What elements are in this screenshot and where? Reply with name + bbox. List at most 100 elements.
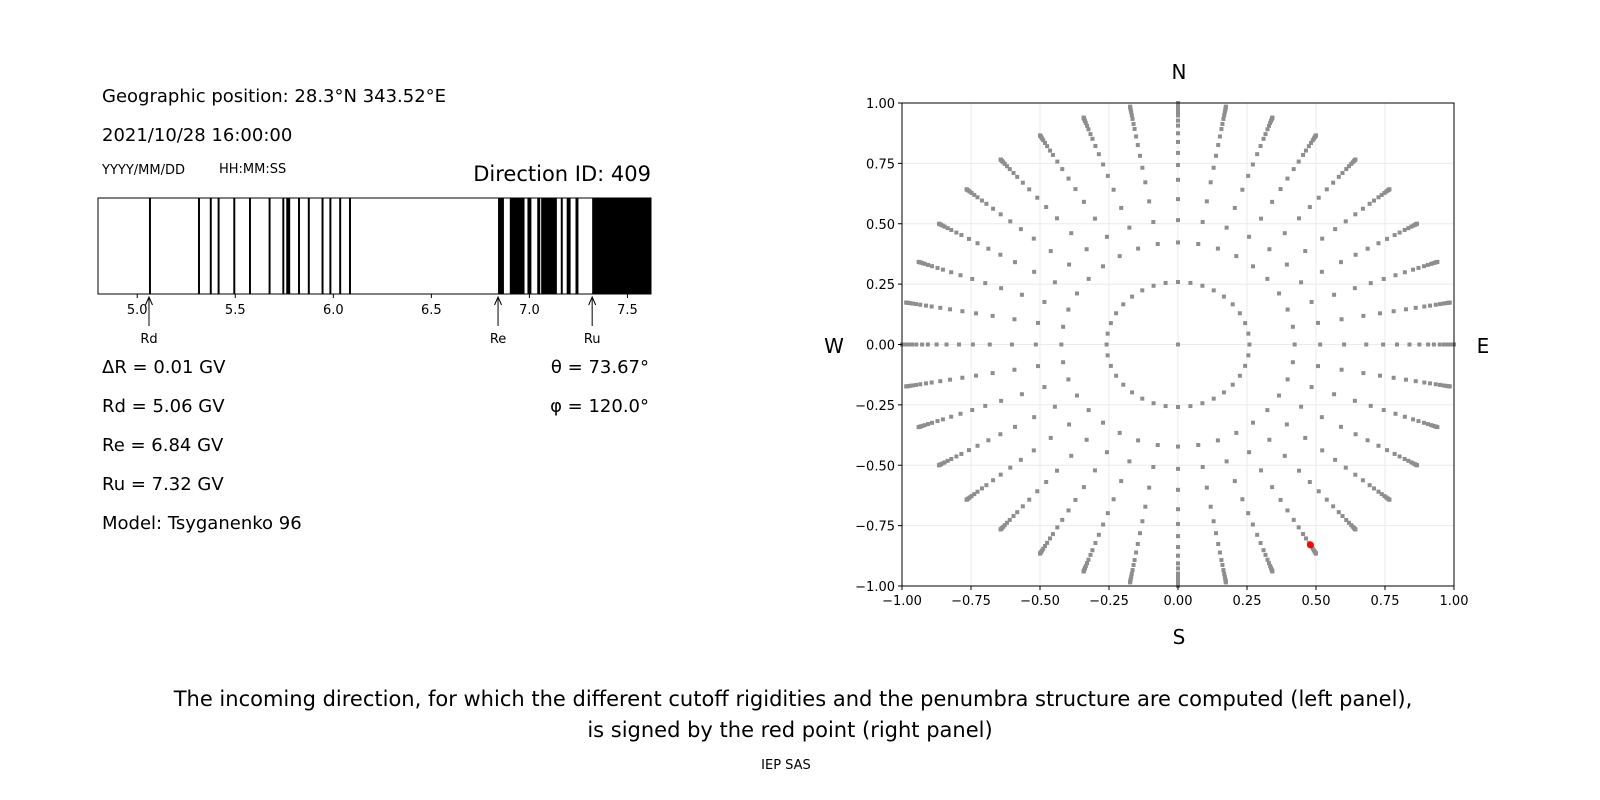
grid-point (1367, 483, 1372, 488)
grid-point (970, 342, 975, 347)
grid-point (1147, 199, 1152, 204)
grid-point (1151, 220, 1156, 225)
cutoff-markers: Rd Re Ru (140, 295, 601, 347)
grid-point (1084, 247, 1089, 252)
grid-point (1067, 422, 1072, 427)
grid-point (929, 380, 934, 385)
y-tick-label: 1.00 (866, 97, 895, 112)
grid-point (1437, 302, 1442, 307)
phi-value: φ = 120.0° (550, 396, 649, 417)
grid-point (1221, 390, 1226, 395)
grid-point (929, 304, 934, 309)
grid-point (1044, 479, 1049, 484)
grid-point (1291, 167, 1296, 172)
grid-point (1031, 448, 1036, 453)
grid-point (1282, 231, 1287, 236)
grid-point (1176, 405, 1180, 410)
grid-point (1176, 131, 1180, 136)
grid-point (1217, 550, 1222, 555)
grid-point (1151, 283, 1156, 288)
grid-point (1093, 540, 1098, 545)
allowed-band (537, 198, 541, 294)
x-tick-label: 6.0 (323, 303, 344, 318)
grid-point (1043, 544, 1048, 549)
grid-point (1361, 313, 1366, 318)
polar-ticks: −1.00−1.00 −0.75 −0.75 −0.50 −0.50 −0.25 −0.25… (855, 97, 1468, 609)
grid-point (1381, 276, 1386, 281)
grid-point (1090, 548, 1095, 553)
grid-point (1012, 260, 1017, 265)
grid-point (1155, 443, 1160, 448)
marker-label-ru: Ru (584, 332, 601, 347)
grid-point (922, 261, 927, 266)
grid-point (1425, 262, 1430, 267)
time-format-label: HH:MM:SS (219, 162, 286, 177)
allowed-band (209, 198, 212, 294)
grid-point (1176, 466, 1180, 471)
grid-point (1428, 381, 1433, 386)
grid-point (935, 419, 940, 424)
grid-point (1096, 152, 1101, 157)
grid-point (922, 423, 927, 428)
grid-point (1285, 377, 1290, 382)
grid-point (1176, 545, 1180, 550)
grid-point (1299, 280, 1304, 285)
grid-point (979, 198, 984, 203)
allowed-band (498, 198, 504, 294)
grid-point (1011, 514, 1016, 519)
grid-point (1319, 415, 1324, 420)
grid-point (1319, 269, 1324, 274)
grid-point (1344, 167, 1349, 172)
grid-point (1387, 187, 1392, 192)
grid-point (1143, 504, 1148, 509)
grid-point (1214, 531, 1219, 536)
grid-point (1135, 541, 1140, 546)
grid-point (1301, 532, 1306, 537)
grid-point (1265, 276, 1270, 281)
grid-point (1176, 575, 1180, 580)
y-tick-label: −0.25 (855, 399, 895, 414)
grid-point (1314, 133, 1318, 138)
grid-point (1176, 578, 1180, 583)
grid-point (1221, 116, 1226, 121)
grid-point (1246, 173, 1251, 178)
grid-point (1050, 152, 1055, 157)
grid-point (1361, 371, 1366, 376)
grid-point (1336, 510, 1341, 515)
penumbra-x-ticks: 5.0 5.5 6.0 6.5 7.0 7.5 (127, 294, 638, 318)
grid-point (1081, 485, 1086, 490)
grid-point (1255, 532, 1260, 537)
grid-point (1435, 259, 1440, 264)
grid-point (1277, 291, 1282, 296)
grid-point (998, 157, 1003, 162)
grid-point (1339, 317, 1344, 322)
grid-point (1042, 299, 1047, 304)
grid-point (923, 381, 928, 386)
grid-point (1433, 302, 1438, 307)
grid-point (960, 309, 965, 314)
grid-point (1130, 568, 1135, 573)
grid-point (1415, 463, 1420, 468)
grid-point (998, 252, 1003, 257)
grid-point (1128, 580, 1133, 585)
allowed-band (527, 198, 532, 294)
grid-point (1332, 392, 1337, 397)
grid-point (1101, 420, 1106, 425)
grid-point (1176, 279, 1180, 284)
grid-point (1301, 152, 1306, 157)
grid-point (1108, 321, 1113, 326)
grid-point (1433, 382, 1438, 387)
grid-point (1132, 558, 1137, 563)
grid-point (1104, 234, 1109, 239)
grid-point (1176, 106, 1180, 111)
grid-point (1222, 574, 1227, 579)
grid-point (1048, 536, 1053, 541)
grid-point (990, 313, 995, 318)
grid-point (1011, 170, 1016, 175)
grid-point (975, 195, 980, 200)
grid-point (930, 420, 935, 425)
grid-point (1140, 519, 1145, 524)
grid-point (1073, 187, 1078, 192)
grid-point (1403, 377, 1408, 382)
grid-point (1353, 472, 1358, 477)
